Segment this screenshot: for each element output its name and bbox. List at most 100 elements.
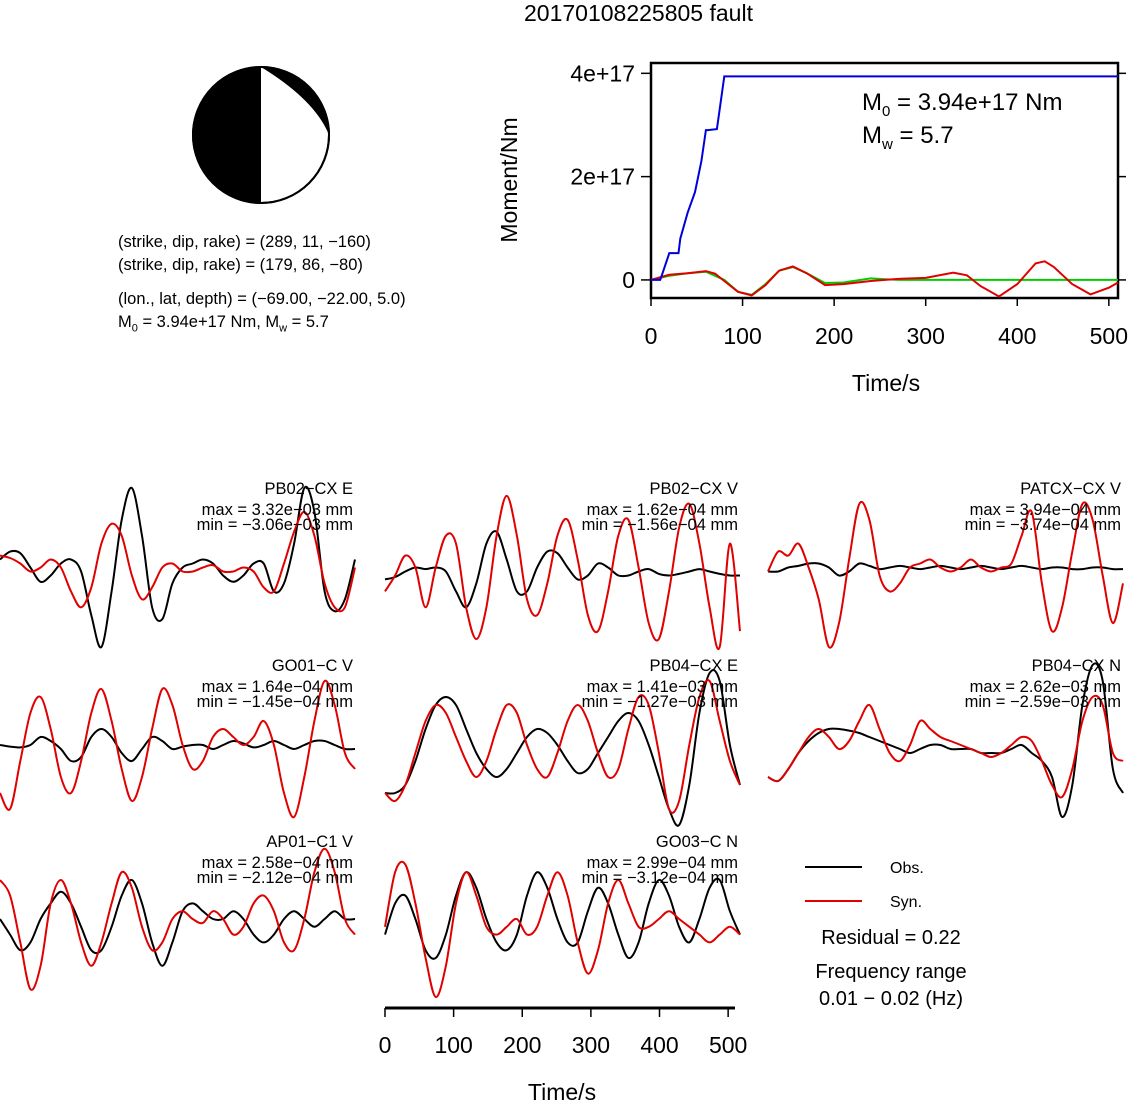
moment-prefix: M (118, 313, 132, 331)
syn-trace (384, 679, 741, 814)
obs-trace (384, 530, 741, 609)
frequency-range-label: Frequency range (815, 961, 966, 983)
focal-mechanism-beachball (192, 66, 330, 204)
beachball-compression-top (261, 67, 329, 135)
obs-trace (767, 662, 1124, 818)
min-amplitude-label: min = −3.06e−03 mm (197, 516, 353, 534)
max-amplitude-label: max = 1.62e−04 mm (587, 501, 738, 519)
beachball-rim (192, 66, 330, 204)
max-amplitude-label: max = 2.99e−04 mm (587, 854, 738, 872)
legend-syn-label: Syn. (890, 894, 922, 911)
syn-trace (0, 847, 356, 991)
waveform-xaxis: 0 100 200 300 400 500 (379, 1006, 747, 1058)
syn-trace (384, 494, 741, 651)
syn-trace (767, 500, 1124, 649)
waveform-xlabel: Time/s (528, 1079, 596, 1104)
obs-trace (767, 562, 1124, 577)
moment-plot-frame (649, 61, 1120, 300)
moment-plot-series (650, 75, 1119, 298)
moment-plot-xlabel: Time/s (852, 370, 920, 396)
moment-xtick-label: 400 (998, 323, 1036, 349)
min-amplitude-label: min = −3.74e−04 mm (965, 516, 1121, 534)
mw-value: = 5.7 (287, 313, 329, 331)
min-amplitude-label: min = −2.12e−04 mm (197, 869, 353, 887)
waveform-xtick-label: 400 (640, 1032, 678, 1058)
residual-label: Residual = 0.22 (821, 927, 961, 949)
station-label: PATCX−CX V (1020, 480, 1121, 498)
waveform-xtick-label: 300 (572, 1032, 610, 1058)
obs-trace (0, 727, 356, 763)
moment-plot-ylabel: Moment/Nm (496, 117, 522, 242)
min-amplitude-label: min = −1.56e−04 mm (582, 516, 738, 534)
moment-ytick-label: 2e+17 (570, 164, 635, 190)
legend-obs-label: Obs. (890, 860, 924, 877)
moment-plot-xaxis: 0 100 200 300 400 500 (645, 298, 1128, 349)
max-amplitude-label: max = 1.41e−03 mm (587, 678, 738, 696)
station-label: PB02−CX V (649, 480, 738, 498)
moment-magnitude-label: M0 = 3.94e+17 Nm, Mw = 5.7 (118, 312, 329, 338)
moment-xtick-label: 100 (723, 323, 761, 349)
waveform-xtick-label: 200 (503, 1032, 541, 1058)
syn-trace (0, 679, 356, 819)
max-amplitude-label: max = 3.32e−03 mm (202, 501, 353, 519)
frequency-range-value: 0.01 − 0.02 (Hz) (819, 988, 963, 1010)
nodal-plane-2-label: (strike, dip, rake) = (179, 86, −80) (118, 256, 363, 274)
waveform-legend: Obs. Syn. Residual = 0.22 Frequency rang… (805, 860, 967, 1010)
moment-annotation-value: = 3.94e+17 Nm (897, 89, 1062, 116)
moment-xtick-label: 300 (907, 323, 945, 349)
page-title: 20170108225805 fault (524, 0, 753, 26)
syn-trace (0, 510, 356, 613)
station-label: AP01−C1 V (266, 833, 353, 851)
max-amplitude-label: max = 2.58e−04 mm (202, 854, 353, 872)
moment-xtick-label: 0 (645, 323, 658, 349)
station-label: PB04−CX N (1032, 657, 1121, 675)
moment-value: = 3.94e+17 Nm, M (137, 313, 280, 331)
min-amplitude-label: min = −2.59e−03 mm (965, 693, 1121, 711)
obs-trace (0, 878, 356, 967)
moment-annotation: M0 = 3.94e+17 Nm (862, 89, 1062, 120)
moment-subscript: 0 (131, 322, 138, 335)
min-amplitude-label: min = −3.12e−04 mm (582, 869, 738, 887)
moment-xtick-label: 500 (1090, 323, 1128, 349)
location-label: (lon., lat, depth) = (−69.00, −22.00, 5.… (118, 290, 406, 308)
moment-plot-yaxis: 0 2e+17 4e+17 (570, 60, 1126, 293)
station-label: GO03−C N (656, 833, 738, 851)
syn-trace (767, 694, 1124, 799)
min-amplitude-label: min = −1.27e−03 mm (582, 693, 738, 711)
moment-xtick-label: 200 (815, 323, 853, 349)
max-amplitude-label: max = 1.64e−04 mm (202, 678, 353, 696)
station-label: PB02−CX E (264, 480, 353, 498)
beachball-compression-left (193, 67, 261, 203)
station-label: GO01−C V (272, 657, 353, 675)
obs-trace (384, 669, 741, 827)
moment-ytick-label: 0 (622, 267, 635, 293)
mw-subscript: w (279, 322, 288, 335)
syn-trace (384, 860, 741, 998)
moment-ytick-label: 4e+17 (570, 60, 635, 86)
min-amplitude-label: min = −1.45e−04 mm (197, 693, 353, 711)
nodal-plane-1-label: (strike, dip, rake) = (289, 11, −160) (118, 233, 371, 251)
obs-trace (0, 485, 356, 649)
station-label: PB04−CX E (649, 657, 738, 675)
moment-series-0 (651, 75, 1118, 281)
mw-annotation: Mw = 5.7 (862, 122, 954, 153)
waveform-xtick-label: 100 (434, 1032, 472, 1058)
obs-trace (384, 871, 741, 960)
max-amplitude-label: max = 3.94e−04 mm (970, 501, 1121, 519)
moment-series-1 (650, 260, 1119, 298)
moment-plot: 0 2e+17 4e+17 0 100 200 300 400 500 Moment/Nm T… (496, 60, 1128, 396)
waveform-xtick-label: 500 (709, 1032, 747, 1058)
waveform-xtick-label: 0 (379, 1032, 392, 1058)
mw-annotation-value: = 5.7 (900, 122, 954, 149)
max-amplitude-label: max = 2.62e−03 mm (970, 678, 1121, 696)
